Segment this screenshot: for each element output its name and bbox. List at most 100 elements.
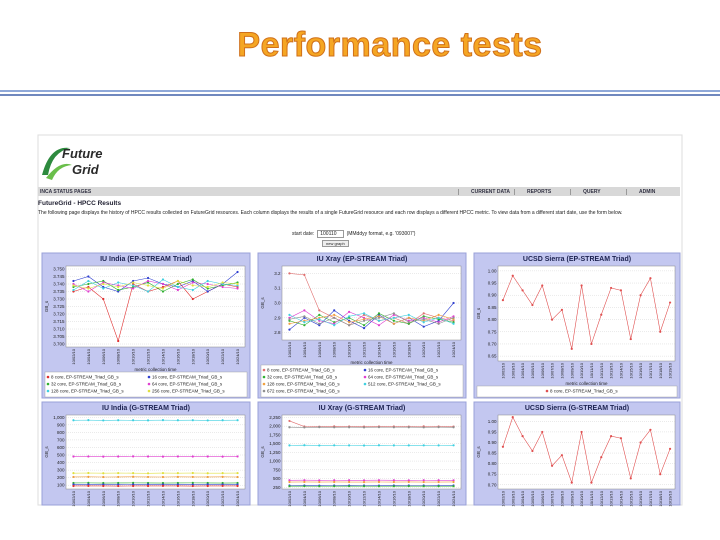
y-tick-label: 2.8 [274, 330, 281, 335]
point [191, 284, 194, 287]
point [452, 444, 455, 447]
legend-label: 128 core, EP-STREAM_Triad_GB_s [267, 382, 340, 387]
point [407, 479, 410, 482]
graph-button[interactable]: new graph [322, 240, 349, 247]
point [132, 472, 135, 475]
point [87, 483, 90, 486]
chart-title: UCSD Sierra (G-STREAM Triad) [525, 405, 629, 412]
point [146, 484, 150, 488]
point [288, 313, 291, 316]
point [437, 479, 440, 482]
y-tick-label: 3.740 [53, 282, 65, 287]
point [531, 449, 534, 453]
point [668, 447, 672, 450]
point [348, 426, 351, 429]
y-tick-label: 1,500 [269, 441, 281, 446]
legend-swatch [147, 389, 151, 393]
point [288, 328, 291, 331]
point [87, 275, 90, 278]
x-tick-label: 10/13/10 [609, 362, 614, 378]
y-tick-label: 800 [57, 430, 65, 435]
nav-link[interactable]: ADMIN [626, 189, 682, 195]
point [318, 322, 321, 325]
x-tick-label: 10/20/10 [421, 490, 426, 506]
point [87, 481, 90, 484]
x-tick-label: 10/14/10 [160, 490, 165, 506]
x-tick-label: 10/08/10 [116, 348, 121, 364]
x-axis-label: metric collection time [565, 381, 608, 386]
point [161, 475, 165, 479]
point [639, 441, 642, 444]
point [161, 419, 165, 422]
x-tick-label: 10/10/10 [131, 490, 136, 506]
chart-title: UCSD Sierra (EP-STREAM Triad) [523, 256, 631, 263]
series-line [289, 310, 454, 326]
nav-link[interactable]: REPORTS [514, 189, 570, 195]
nav-link[interactable]: QUERY [570, 189, 626, 195]
y-tick-label: 3.1 [274, 286, 281, 291]
nav-label: INCA STATUS PAGES [40, 189, 92, 195]
point [541, 284, 544, 287]
point [87, 475, 90, 478]
point [161, 484, 165, 488]
point [348, 321, 351, 324]
x-tick-label: 10/13/10 [609, 490, 614, 506]
point [318, 479, 321, 482]
point [348, 315, 351, 318]
point [72, 475, 75, 479]
x-tick-label: 10/05/10 [530, 490, 535, 506]
x-tick-label: 10/18/10 [658, 490, 663, 506]
x-tick-label: 10/08/10 [332, 490, 337, 506]
point [206, 290, 209, 293]
point [422, 318, 425, 321]
y-tick-label: 3.750 [53, 267, 65, 272]
point [288, 444, 291, 447]
point [288, 480, 291, 484]
point [303, 485, 306, 488]
x-tick-label: 10/06/10 [540, 490, 545, 506]
y-tick-label: 3.730 [53, 297, 65, 302]
y-tick-label: 0.80 [488, 461, 497, 466]
y-tick-label: 700 [57, 437, 65, 442]
point [176, 285, 179, 289]
x-tick-label: 10/06/10 [101, 348, 106, 364]
y-tick-label: 2,000 [269, 424, 281, 429]
point [87, 455, 90, 458]
point [407, 426, 410, 429]
y-tick-label: 3.745 [53, 274, 65, 279]
x-tick-label: 10/16/10 [391, 341, 396, 357]
point [333, 426, 336, 429]
point [117, 281, 120, 284]
point [452, 322, 455, 325]
y-tick-label: 0.70 [488, 341, 497, 346]
point [303, 315, 306, 318]
point [437, 485, 440, 488]
point [236, 475, 239, 479]
y-axis-label: GB_s [260, 297, 265, 309]
legend-label: 256 core, EP-STREAM_Triad_GB_s [152, 389, 225, 394]
point [362, 327, 366, 330]
point [288, 426, 291, 429]
point [236, 483, 239, 486]
point [560, 308, 564, 311]
y-tick-label: 3.700 [53, 342, 65, 347]
nav-link[interactable]: CURRENT DATA [458, 189, 514, 195]
x-tick-label: 10/18/10 [406, 490, 411, 506]
y-tick-label: 1,000 [269, 459, 281, 464]
point [102, 297, 105, 301]
legend-label: 32 core, EP-STREAM_Triad_GB_s [51, 382, 122, 387]
legend [44, 371, 248, 398]
point [132, 281, 135, 284]
y-tick-label: 500 [57, 453, 65, 458]
point [191, 475, 194, 479]
x-tick-label: 10/03/10 [510, 490, 515, 506]
y-axis-label: GB_s [476, 307, 481, 319]
chart-title: IU India (G-STREAM Triad) [102, 405, 190, 412]
point [72, 483, 75, 486]
point [452, 316, 455, 319]
point [221, 472, 224, 475]
point [191, 471, 194, 475]
date-input[interactable]: 100110 [317, 230, 344, 238]
legend-swatch [262, 382, 266, 386]
series-line [502, 416, 671, 484]
